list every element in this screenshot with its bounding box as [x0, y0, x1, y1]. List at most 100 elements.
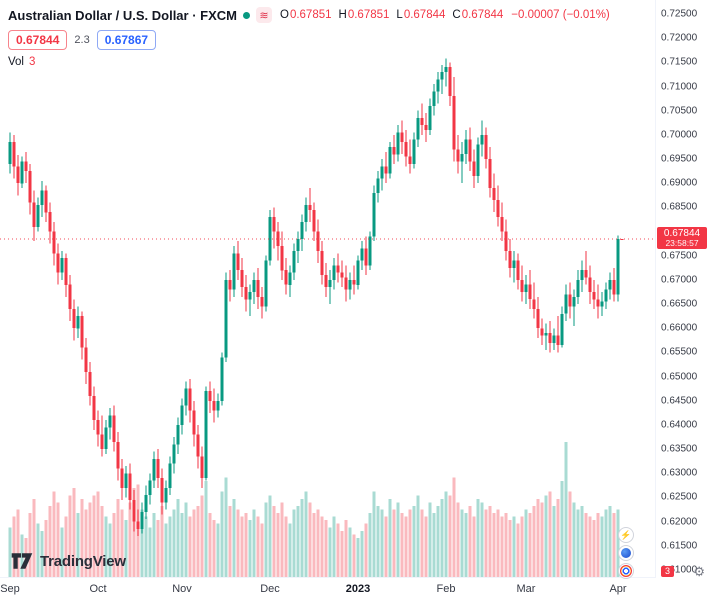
symbol-title[interactable]: Australian Dollar / U.S. Dollar · FXCM	[8, 7, 237, 23]
volume-bar	[44, 520, 48, 577]
volume-bar	[556, 498, 560, 577]
volume-bar	[440, 498, 444, 577]
gear-icon[interactable]: ⚙	[693, 564, 705, 579]
volume-bar	[432, 513, 436, 577]
volume-bar	[572, 502, 576, 577]
volume-bar	[124, 520, 128, 577]
lightning-icon: ⚡	[620, 529, 632, 540]
candle	[384, 151, 388, 184]
candle	[328, 270, 332, 305]
candle	[264, 255, 268, 312]
volume-bar	[376, 505, 380, 577]
change-value: −0.00007 (−0.01%)	[511, 9, 610, 21]
candle	[452, 76, 456, 162]
candle	[24, 151, 28, 184]
price-tick-label: 0.66000	[661, 322, 698, 334]
candle	[28, 163, 32, 215]
candle	[232, 246, 236, 297]
price-tick-label: 0.61000	[661, 564, 698, 576]
price-chart-canvas[interactable]	[0, 0, 656, 578]
candle	[88, 362, 92, 406]
volume-bar	[284, 516, 288, 577]
candle	[44, 185, 48, 222]
candle	[236, 241, 240, 280]
candle	[152, 451, 156, 488]
buy-button[interactable]: 0.67867	[96, 30, 157, 50]
volume-bar	[196, 505, 200, 577]
volume-bar	[92, 495, 96, 577]
rings-button[interactable]	[618, 563, 634, 579]
candle	[156, 449, 160, 488]
volume-bar	[264, 502, 268, 577]
time-tick-label: Oct	[89, 583, 107, 595]
candle	[552, 328, 556, 350]
candle	[304, 197, 308, 232]
price-tick-label: 0.63500	[661, 443, 698, 455]
volume-bar	[168, 516, 172, 577]
volume-bar	[296, 505, 300, 577]
candle	[20, 156, 24, 189]
candle	[84, 337, 88, 384]
price-tick-label: 0.72000	[661, 32, 698, 44]
candle	[208, 381, 212, 413]
candle	[456, 134, 460, 174]
volume-bar	[564, 442, 568, 577]
low-label: L	[396, 9, 403, 21]
lightning-button[interactable]: ⚡	[618, 527, 634, 543]
candle	[312, 202, 316, 242]
volume-bar	[96, 491, 100, 577]
volume-bar	[184, 502, 188, 577]
candle	[128, 463, 132, 510]
candle	[596, 284, 600, 319]
candle	[532, 282, 536, 319]
volume-bar	[340, 530, 344, 577]
chart-pane[interactable]: Australian Dollar / U.S. Dollar · FXCM ≋…	[0, 0, 656, 579]
volume-bar	[328, 527, 332, 577]
candle	[212, 388, 216, 423]
candle	[120, 458, 124, 500]
volume-bar	[368, 513, 372, 577]
volume-bar	[204, 481, 208, 577]
volume-bar	[88, 502, 92, 577]
candle	[424, 113, 428, 143]
price-tick-label: 0.71500	[661, 56, 698, 68]
candle	[176, 417, 180, 454]
candle	[148, 473, 152, 505]
time-axis[interactable]: Sep Oct Nov Dec 2023 Feb Mar Apr	[0, 578, 656, 600]
volume-bar	[540, 502, 544, 577]
candle	[616, 235, 620, 302]
candle	[76, 306, 80, 338]
volume-bar	[452, 477, 456, 577]
candle	[68, 275, 72, 321]
volume-bar	[208, 513, 212, 577]
candle	[64, 253, 68, 297]
candle	[388, 142, 392, 179]
tradingview-logo[interactable]: TradingView	[10, 550, 126, 572]
candle	[584, 250, 588, 285]
candle	[608, 272, 612, 300]
candle	[564, 284, 568, 321]
volume-bar	[384, 516, 388, 577]
volume-bar	[436, 505, 440, 577]
sell-button[interactable]: 0.67844	[8, 30, 68, 50]
price-tick-label: 0.63000	[661, 467, 698, 479]
volume-bar	[504, 513, 508, 577]
volume-bar	[428, 502, 432, 577]
volume-bar	[240, 516, 244, 577]
volume-bar	[476, 498, 480, 577]
volume-bar	[468, 505, 472, 577]
price-axis[interactable]: 0.67844 23:58:57 3 ⚙ 0.72500 0.72000 0.715…	[656, 0, 710, 579]
volume-bar	[596, 513, 600, 577]
volume-bar	[152, 513, 156, 577]
volume-bar	[544, 495, 548, 577]
bar-countdown-timer: 23:58:57	[665, 238, 699, 249]
candle	[516, 253, 520, 290]
volume-bar	[600, 516, 604, 577]
volume-bar	[176, 498, 180, 577]
candle	[604, 282, 608, 309]
price-tick-label: 0.65000	[661, 371, 698, 383]
volume-bar	[212, 520, 216, 577]
globe-button[interactable]	[618, 545, 634, 561]
candle	[412, 132, 416, 169]
volume-bar	[532, 505, 536, 577]
